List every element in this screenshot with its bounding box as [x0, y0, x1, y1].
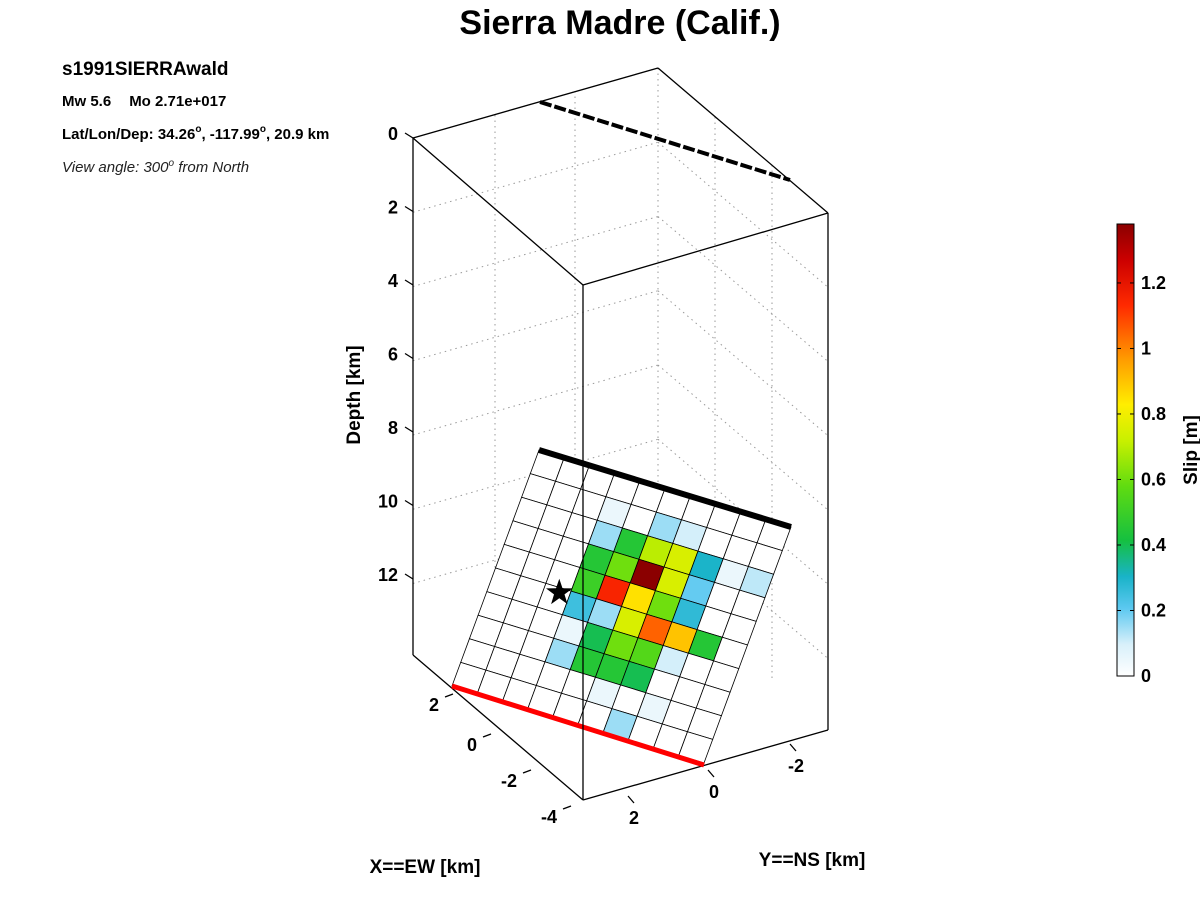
depth-tick [404, 499, 414, 507]
x-tick [522, 769, 532, 774]
colorbar-tick-label: 0.8 [1141, 404, 1166, 424]
magnitude-info: Mw 5.6 Mo 2.71e+017 [62, 93, 226, 110]
view-degree: o [168, 158, 174, 169]
x-tick-label: 0 [467, 735, 477, 755]
colorbar-tick-label: 1 [1141, 338, 1151, 358]
colorbar-tick-label: 0 [1141, 666, 1151, 686]
depth-tick-label: 4 [388, 271, 398, 291]
grid-line [657, 290, 829, 437]
depth-tick [404, 205, 414, 213]
x-tick [562, 805, 572, 810]
x-tick-label: 2 [429, 695, 439, 715]
y-tick [707, 769, 715, 778]
grid-line [412, 290, 659, 362]
y-tick [627, 795, 635, 804]
view-prefix: View angle: 300 [62, 159, 169, 176]
fault-surface-trace [451, 683, 705, 768]
depth-tick [404, 352, 414, 360]
depth-tick-label: 6 [388, 345, 398, 365]
depth-tick [404, 132, 414, 139]
box-edge [412, 137, 584, 286]
box-edge [582, 212, 829, 286]
y-tick-label: 2 [629, 808, 639, 828]
grid-line [657, 364, 829, 511]
chart-title: Sierra Madre (Calif.) [459, 4, 780, 42]
x-tick [482, 733, 492, 738]
hypocenter-star-icon [546, 578, 573, 605]
depth-tick-label: 8 [388, 418, 398, 438]
x-axis: 2 0 -2 -4 [429, 693, 572, 827]
depth-axis: 0 2 4 6 8 10 12 [378, 124, 414, 585]
depth-tick-label: 12 [378, 565, 398, 585]
lat-prefix: Lat/Lon/Dep: 34.26 [62, 126, 195, 143]
colorbar [1116, 223, 1135, 677]
y-tick-label: 0 [709, 782, 719, 802]
x-tick-label: -2 [501, 771, 517, 791]
axes-box [412, 67, 829, 801]
lat-degree: o [195, 124, 201, 135]
view-angle-info: View angle: 300o from North [62, 158, 249, 176]
y-tick [789, 743, 797, 752]
colorbar-label: Slip [m] [1181, 415, 1200, 485]
depth-axis-label: Depth [km] [344, 345, 365, 444]
depth-tick-label: 10 [378, 492, 398, 512]
grid-line [412, 141, 659, 213]
x-tick-label: -4 [541, 807, 557, 827]
mo-label: Mo 2.71e+017 [129, 93, 226, 110]
lon-degree: o [260, 124, 266, 135]
colorbar-tick-label: 1.2 [1141, 273, 1166, 293]
box-edge [582, 729, 829, 801]
depth-tick [404, 279, 414, 286]
depth-tick [404, 573, 414, 580]
y-tick-label: -2 [788, 756, 804, 776]
fault-plane [451, 449, 792, 764]
depth-tick [404, 426, 414, 433]
lon-label: , -117.99 [201, 126, 259, 143]
location-info: Lat/Lon/Dep: 34.26o, -117.99o, 20.9 km [62, 124, 329, 143]
depth-tick-label: 2 [388, 198, 398, 218]
view-suffix: from North [174, 159, 249, 176]
y-axis: 2 0 -2 [627, 743, 804, 828]
x-tick [444, 693, 454, 698]
colorbar-ticks: 0 0.2 0.4 0.6 0.8 1 1.2 [1117, 273, 1166, 686]
mw-label: Mw 5.6 [62, 93, 111, 110]
box-edge [657, 67, 829, 214]
event-id: s1991SIERRAwald [62, 59, 229, 80]
x-axis-label: X==EW [km] [370, 857, 481, 878]
depth-tick-label: 0 [388, 124, 398, 144]
y-axis-label: Y==NS [km] [759, 850, 866, 871]
box-edge [412, 67, 659, 139]
colorbar-tick-label: 0.6 [1141, 469, 1166, 489]
fault-top-edge [538, 447, 792, 530]
dep-label: , 20.9 km [266, 126, 329, 143]
grid-line [412, 364, 659, 436]
grid-line [412, 216, 659, 287]
surface-projection-trace [539, 100, 791, 182]
colorbar-tick-label: 0.4 [1141, 535, 1166, 555]
box-edge [412, 654, 584, 801]
colorbar-tick-label: 0.2 [1141, 600, 1166, 620]
